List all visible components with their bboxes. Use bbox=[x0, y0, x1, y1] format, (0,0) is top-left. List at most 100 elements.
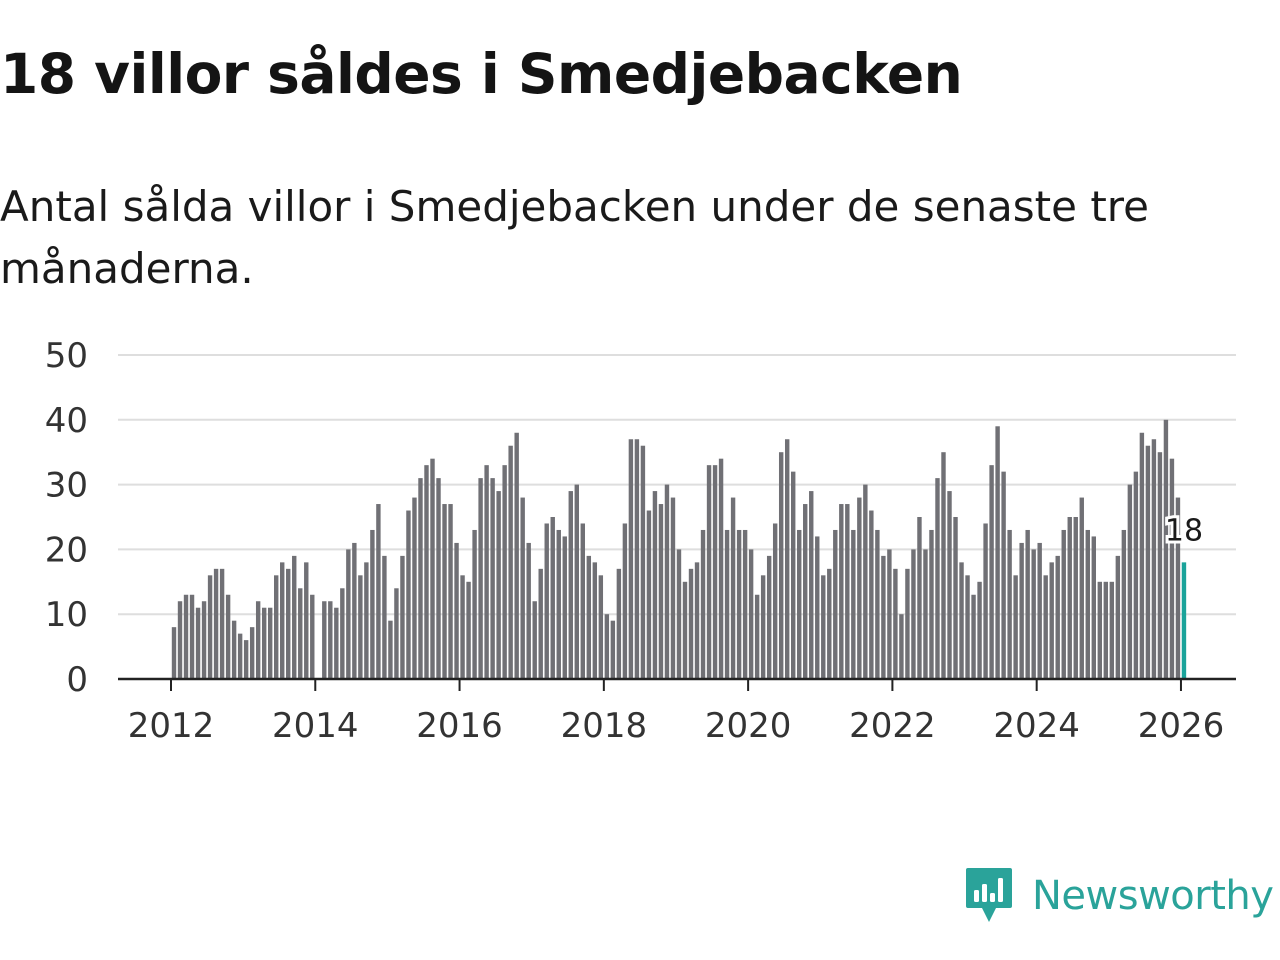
bar bbox=[1067, 517, 1072, 679]
chart-subtitle: Antal sålda villor i Smedjebacken under … bbox=[0, 182, 1149, 293]
bar bbox=[1091, 536, 1096, 679]
bar bbox=[742, 529, 748, 679]
bar bbox=[1121, 529, 1127, 679]
bar bbox=[430, 458, 435, 679]
bar bbox=[1019, 542, 1024, 679]
x-tick-label: 2026 bbox=[1138, 706, 1225, 746]
bar bbox=[1037, 542, 1042, 679]
bar bbox=[1151, 439, 1157, 679]
bar bbox=[736, 529, 742, 679]
bar bbox=[797, 529, 802, 679]
bar bbox=[1031, 549, 1036, 679]
bar bbox=[682, 581, 688, 679]
x-tick-label: 2020 bbox=[705, 706, 792, 746]
x-tick-label: 2018 bbox=[561, 706, 648, 746]
bar bbox=[676, 549, 682, 679]
bar bbox=[778, 452, 784, 679]
bar bbox=[394, 588, 399, 679]
bar bbox=[436, 478, 441, 679]
bar bbox=[195, 607, 201, 679]
bar bbox=[875, 529, 880, 679]
bar bbox=[730, 497, 736, 679]
bar bbox=[249, 627, 255, 679]
bar bbox=[376, 504, 381, 679]
bar bbox=[514, 432, 519, 679]
bar bbox=[502, 465, 507, 679]
bar bbox=[340, 588, 345, 679]
bar bbox=[971, 594, 976, 679]
x-tick-label: 2012 bbox=[128, 706, 215, 746]
bar bbox=[207, 575, 213, 679]
bar bbox=[712, 465, 718, 679]
bar bbox=[815, 536, 820, 679]
bar bbox=[231, 620, 237, 679]
bar bbox=[1133, 471, 1139, 679]
bar bbox=[1079, 497, 1084, 679]
bar bbox=[791, 471, 796, 679]
bar bbox=[1169, 458, 1175, 679]
y-tick-label: 0 bbox=[66, 660, 88, 700]
bar bbox=[628, 439, 634, 679]
bar bbox=[893, 568, 898, 679]
bar bbox=[1175, 497, 1181, 679]
bar bbox=[953, 517, 958, 679]
bar bbox=[520, 497, 525, 679]
bar bbox=[646, 510, 652, 679]
bar bbox=[1103, 581, 1109, 679]
bar bbox=[550, 517, 555, 679]
newsworthy-logo-icon bbox=[966, 868, 1012, 922]
bar bbox=[496, 491, 501, 679]
y-tick-label: 50 bbox=[45, 336, 88, 376]
bar bbox=[929, 529, 934, 679]
bar bbox=[935, 478, 940, 679]
bar bbox=[346, 549, 351, 679]
bar bbox=[670, 497, 676, 679]
bar bbox=[917, 517, 922, 679]
brand-logo: Newsworthy bbox=[964, 866, 1274, 926]
bar bbox=[995, 426, 1000, 679]
bar bbox=[851, 529, 856, 679]
bar bbox=[1043, 575, 1048, 679]
bar bbox=[881, 555, 886, 679]
bar bbox=[304, 562, 309, 679]
bar bbox=[622, 523, 628, 679]
bar bbox=[700, 529, 706, 679]
bar bbox=[292, 555, 297, 679]
bar bbox=[754, 594, 760, 679]
bar bbox=[658, 504, 664, 679]
bar bbox=[1073, 517, 1078, 679]
bar bbox=[977, 581, 982, 679]
bar bbox=[328, 601, 333, 679]
bar bbox=[484, 465, 489, 679]
bar bbox=[225, 594, 231, 679]
bar bbox=[911, 549, 916, 679]
bar bbox=[1025, 529, 1030, 679]
y-tick-label: 20 bbox=[45, 530, 88, 570]
bar bbox=[803, 504, 808, 679]
bar bbox=[388, 620, 393, 679]
bar bbox=[863, 484, 868, 679]
bar bbox=[616, 568, 622, 679]
bar bbox=[857, 497, 862, 679]
bar bbox=[382, 555, 387, 679]
bar bbox=[604, 614, 610, 679]
bar bbox=[1163, 419, 1169, 679]
bar bbox=[1013, 575, 1018, 679]
bar bbox=[598, 575, 604, 679]
bar bbox=[1139, 432, 1145, 679]
y-tick-label: 10 bbox=[45, 595, 88, 635]
bar bbox=[412, 497, 417, 679]
bar bbox=[261, 607, 267, 679]
bar bbox=[466, 581, 471, 679]
bar bbox=[947, 491, 952, 679]
bar bbox=[1115, 555, 1121, 679]
bar bbox=[640, 445, 646, 679]
bar bbox=[243, 640, 249, 679]
bar bbox=[508, 445, 513, 679]
bar bbox=[760, 575, 766, 679]
bar bbox=[460, 575, 465, 679]
bar bbox=[1109, 581, 1115, 679]
bar bbox=[592, 562, 598, 679]
bar bbox=[1055, 555, 1060, 679]
y-tick-label: 40 bbox=[45, 401, 88, 441]
